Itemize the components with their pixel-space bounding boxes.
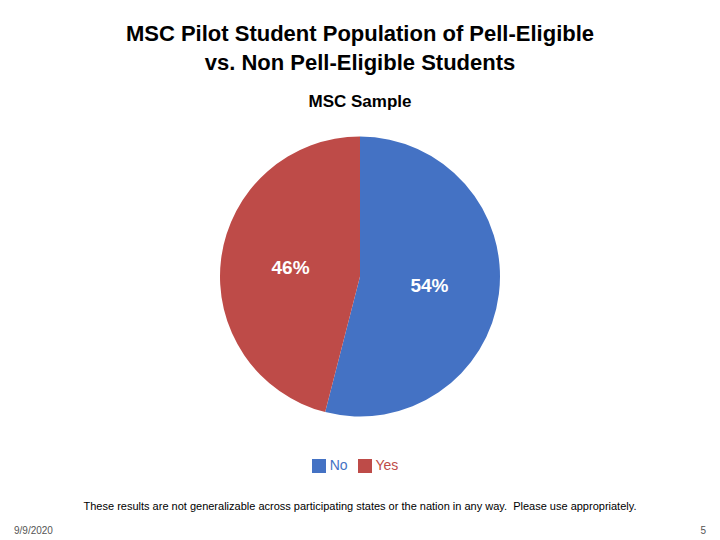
- html-text:MSC Sample: MSC Sample: [308, 92, 412, 111]
- html-text:9/9/2020: 9/9/2020: [14, 525, 53, 536]
- html-text:No: No: [329, 456, 348, 473]
- svg-text:54%: 54%: [410, 275, 448, 296]
- html-text:5: 5: [700, 525, 706, 536]
- html-text:Yes: Yes: [375, 456, 399, 473]
- svg-text:46%: 46%: [272, 257, 310, 278]
- html-text:MSC Pilot Student Population o: MSC Pilot Student Population of Pell-Eli…: [125, 21, 594, 75]
- html-text:These results are not generali: These results are not generalizable acro…: [83, 500, 637, 512]
